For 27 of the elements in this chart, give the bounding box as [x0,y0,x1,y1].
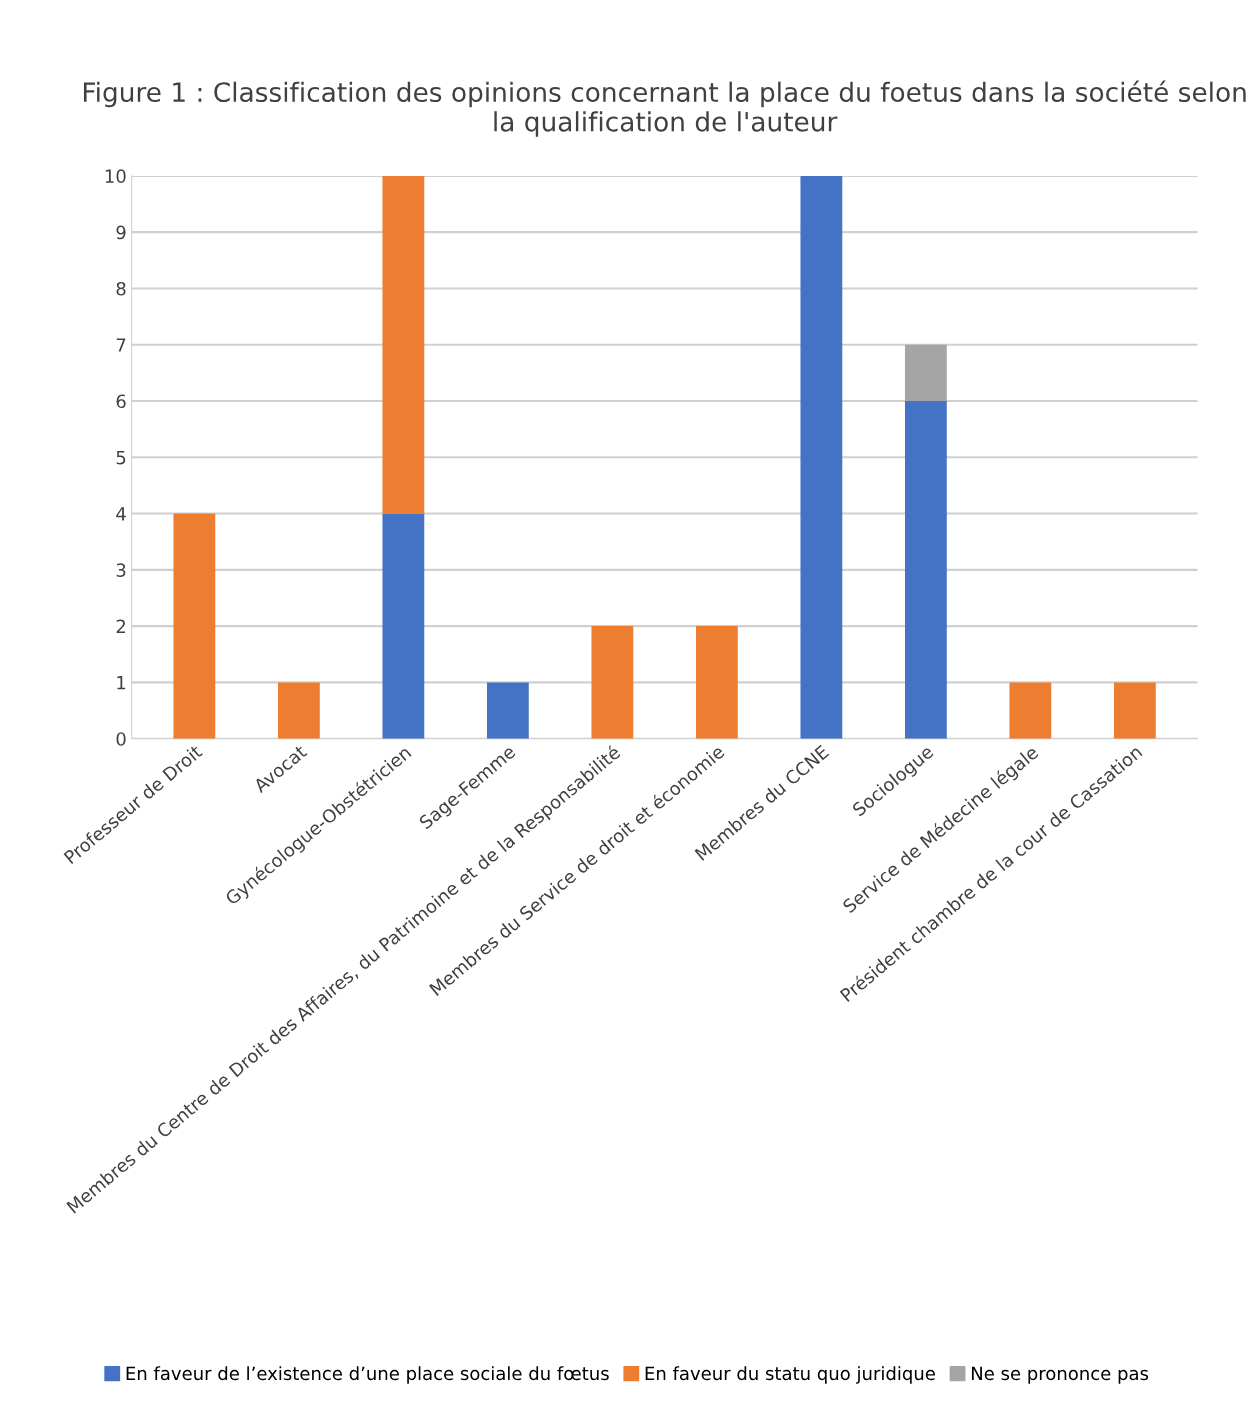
y-tick-label: 1 [117,676,126,690]
y-tick-label: 4 [116,507,126,521]
legend-label: En faveur du statu quo juridique [645,1366,935,1384]
bar [591,626,634,739]
y-tick-label: 5 [116,450,126,465]
chart-title: Figure 1 : Classification des opinions concernant la place du foetus dans la société selon la qualification de l'auteur [83,80,1246,137]
bar [173,513,216,739]
y-tick-label: 2 [116,619,125,633]
bar [904,401,947,739]
y-tick-label: 6 [116,394,126,409]
bar [486,682,529,739]
y-tick-label: 3 [116,563,126,577]
bar [1009,682,1052,739]
legend-label: Ne se prononce pas [971,1366,1149,1384]
y-tick-label: 10 [105,169,126,183]
bar [695,626,738,739]
bar [277,682,320,739]
y-tick-label: 0 [116,732,126,746]
y-tick-label: 8 [116,281,126,296]
bar [904,344,947,401]
y-tick-label: 7 [116,338,126,352]
bar [1113,682,1156,739]
y-tick-label: 9 [116,225,126,240]
legend-label: En faveur de l’existence d’une place sociale du fœtus [126,1366,609,1384]
bar [800,175,843,739]
bar [382,513,425,739]
bar [382,175,425,514]
